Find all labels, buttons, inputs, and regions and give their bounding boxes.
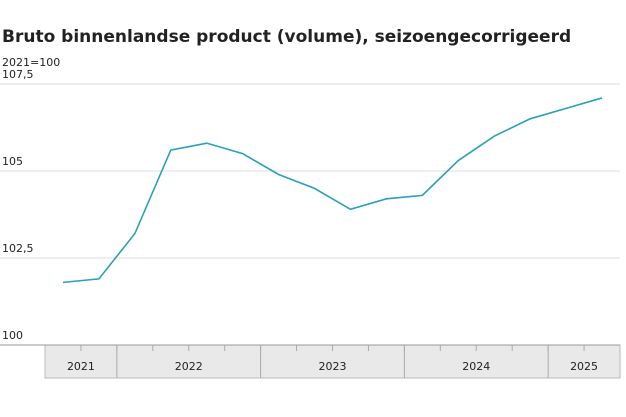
y-tick-label: 105: [2, 155, 23, 168]
chart-title: Bruto binnenlandse product (volume), sei…: [2, 27, 571, 47]
x-axis-band: [44, 344, 621, 379]
line-series: [62, 97, 603, 284]
x-group-label: 2022: [175, 360, 203, 373]
y-tick-label: 107,5: [2, 68, 34, 81]
y-tick-label: 102,5: [2, 242, 34, 255]
y-tick-label: 100: [2, 329, 23, 342]
x-group-label: 2021: [67, 360, 95, 373]
chart-subtitle: 2021=100: [2, 56, 60, 69]
x-group-label: 2025: [570, 360, 598, 373]
x-group-label: 2024: [462, 360, 490, 373]
x-group-label: 2023: [319, 360, 347, 373]
